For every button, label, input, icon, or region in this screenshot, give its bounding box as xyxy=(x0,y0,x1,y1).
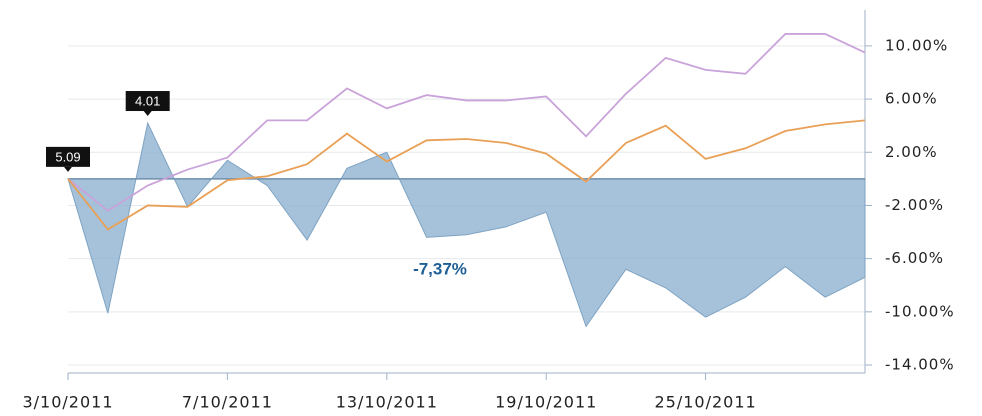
annotation: 5.09 xyxy=(55,149,80,164)
x-tick-label: 7/10/2011 xyxy=(182,393,273,412)
y-tick-label: 10.00% xyxy=(885,36,948,54)
line xyxy=(67,33,866,212)
annotation-pointer xyxy=(64,166,72,172)
y-tick-label: -6.00% xyxy=(885,249,944,267)
x-tick-label: 3/10/2011 xyxy=(22,393,113,412)
y-tick-label: 2.00% xyxy=(885,143,938,161)
annotation-pointer xyxy=(143,111,152,117)
annotation: -7,37% xyxy=(413,259,467,278)
y-tick-label: 6.00% xyxy=(885,90,938,108)
annotation: 4.01 xyxy=(135,93,160,108)
x-tick-label: 19/10/2011 xyxy=(495,393,597,412)
y-tick-label: -14.00% xyxy=(885,356,955,374)
annotation-box xyxy=(46,146,90,167)
y-tick-label: -2.00% xyxy=(885,196,944,214)
x-tick-label: 25/10/2011 xyxy=(654,393,756,412)
y-tick-label: -10.00% xyxy=(885,302,955,320)
area xyxy=(67,121,866,328)
x-tick-label: 13/10/2011 xyxy=(336,393,438,412)
line xyxy=(67,119,866,231)
annotation-box xyxy=(125,91,170,112)
